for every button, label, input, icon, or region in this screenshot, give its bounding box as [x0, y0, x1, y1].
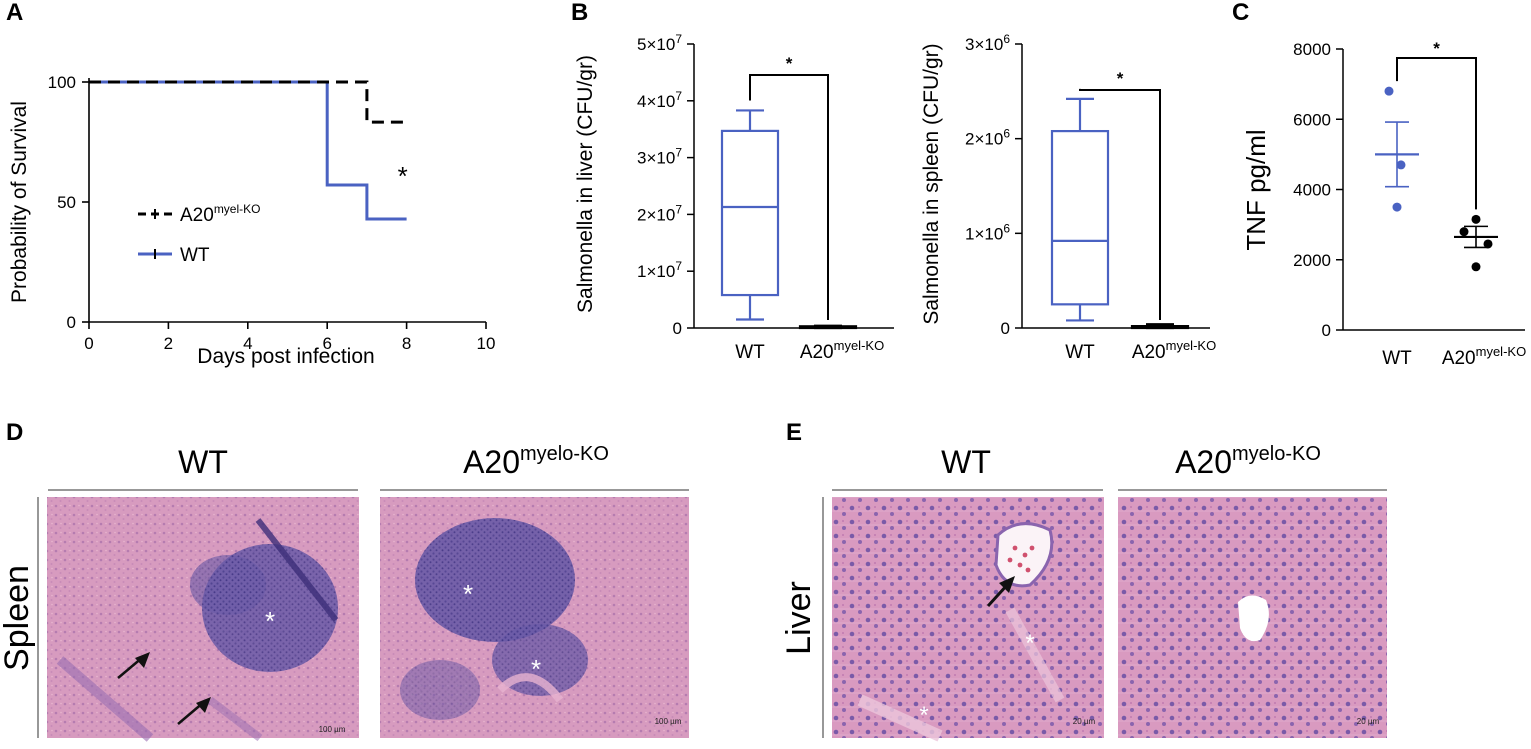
panel-letter-c: C [1232, 0, 1249, 26]
arrow-icon [999, 576, 1015, 593]
category-label: A20myel-KO [1442, 344, 1526, 369]
y-tick-label: 0 [673, 319, 682, 338]
panel-letter-b: B [571, 0, 588, 26]
y-tick-label: 5×107 [637, 32, 682, 54]
y-tick-label: 50 [57, 193, 76, 212]
arrow-icon [135, 652, 150, 668]
spleen-ko-micrograph: * * 100 µm [380, 497, 689, 738]
tnf-y-axis-title: TNF pg/ml [1241, 129, 1271, 250]
significance-star: * [786, 54, 793, 73]
liver-y-axis-title: Salmonella in liver (CFU/gr) [574, 55, 597, 313]
inflammation-asterisk: * [1025, 630, 1034, 657]
y-tick-label: 1×106 [965, 221, 1010, 243]
survival-curves [89, 80, 407, 221]
category-label: WT [735, 342, 765, 363]
survival-axes [82, 78, 487, 329]
legend-wt-label: WT [180, 245, 210, 266]
y-tick-label: 1×107 [637, 259, 682, 281]
arrow-icon [196, 697, 211, 713]
data-point [1384, 86, 1394, 96]
category-label: WT [1382, 348, 1412, 369]
panel-c: C 0 2000 4000 6000 8000 WT A20myel-KO * TNF pg/… [1232, 0, 1526, 369]
box-iqr [1050, 129, 1110, 306]
category-label: WT [1065, 342, 1095, 363]
significance-bracket [749, 74, 829, 320]
scale-bar-label: 100 µm [655, 717, 682, 726]
tnf-scatter: 0 2000 4000 6000 8000 WT A20myel-KO * [1293, 39, 1526, 369]
data-point [1471, 262, 1481, 272]
y-tick-label: 6000 [1293, 110, 1331, 129]
legend-ko-label: A20myel-KO [180, 202, 260, 226]
scale-bar-label: 100 µm [319, 725, 346, 734]
significance-star: * [1433, 39, 1440, 58]
panel-e: E WT A20myelo-KO Liver * * 20 µm 20 [780, 419, 1387, 742]
x-axis-title: Days post infection [197, 345, 374, 368]
category-label: A20myel-KO [800, 338, 884, 363]
data-point [1459, 227, 1469, 237]
x-tick-label: 6 [322, 334, 331, 353]
y-tick-label: 2000 [1293, 251, 1331, 270]
y-tick-label: 4×107 [637, 89, 682, 111]
spleen-boxplot: 0 1×106 2×106 3×106 WT A20myel-KO * [965, 32, 1216, 363]
y-tick-label: 2×107 [637, 202, 682, 224]
survival-curve-ko [89, 80, 407, 124]
liver-ko-micrograph: 20 µm [1118, 497, 1387, 738]
liver-ko-title: A20myelo-KO [1175, 443, 1321, 480]
y-tick-label: 3×107 [637, 146, 682, 168]
y-tick-label: 2×106 [965, 127, 1010, 149]
y-tick-label: 8000 [1293, 40, 1331, 59]
x-tick-label: 8 [402, 334, 411, 353]
white-pulp-asterisk: * [265, 606, 275, 636]
spleen-wt-title: WT [178, 444, 228, 480]
liver-row-label: Liver [780, 581, 818, 655]
y-axis-title: Probability of Survival [8, 101, 31, 303]
y-tick-label: 100 [48, 73, 76, 92]
y-tick-label: 3×106 [965, 32, 1010, 54]
x-tick-label: 0 [84, 334, 93, 353]
x-tick-label: 10 [477, 334, 496, 353]
liver-wt-micrograph: * * 20 µm [832, 497, 1104, 742]
y-tick-label: 4000 [1293, 181, 1331, 200]
spleen-row-label: Spleen [0, 565, 36, 671]
x-tick-label: 4 [243, 334, 252, 353]
significance-bracket [1079, 88, 1161, 320]
y-tick-label: 0 [1322, 321, 1331, 340]
data-point [1471, 214, 1481, 224]
significance-bracket [1396, 57, 1477, 210]
y-tick-label: 0 [67, 313, 76, 332]
scale-bar-label: 20 µm [1073, 717, 1096, 726]
y-tick-label: 0 [1001, 319, 1010, 338]
data-point [1483, 239, 1493, 249]
spleen-wt-micrograph: * 100 µm [47, 497, 359, 742]
significance-star-a: * [398, 161, 408, 191]
inflammation-asterisk: * [919, 702, 928, 729]
white-pulp-asterisk: * [463, 579, 473, 609]
scale-bar-label: 20 µm [1357, 717, 1380, 726]
panel-letter-a: A [6, 0, 23, 26]
spleen-y-axis-title: Salmonella in spleen (CFU/gr) [920, 43, 943, 324]
box-iqr [720, 129, 780, 297]
data-point [1392, 202, 1402, 212]
spleen-ko-title: A20myelo-KO [463, 443, 609, 480]
data-point [1396, 160, 1406, 170]
white-pulp-asterisk: * [531, 654, 541, 684]
panel-letter-d: D [6, 419, 23, 446]
x-tick-label: 2 [164, 334, 173, 353]
panel-letter-e: E [786, 419, 802, 446]
significance-star: * [1117, 69, 1124, 88]
survival-curve-wt [89, 80, 407, 221]
liver-wt-title: WT [941, 444, 991, 480]
panel-b: B 0 1×107 2×107 3×107 4×107 5×107 WT A20myel-KO… [571, 0, 1216, 363]
liver-boxplot: 0 1×107 2×107 3×107 4×107 5×107 WT A20myel-KO * [637, 32, 894, 363]
category-label: A20myel-KO [1132, 338, 1216, 363]
survival-legend: A20myel-KO WT [138, 202, 260, 266]
panel-d: D WT A20myelo-KO Spleen * 100 µm [0, 419, 689, 742]
